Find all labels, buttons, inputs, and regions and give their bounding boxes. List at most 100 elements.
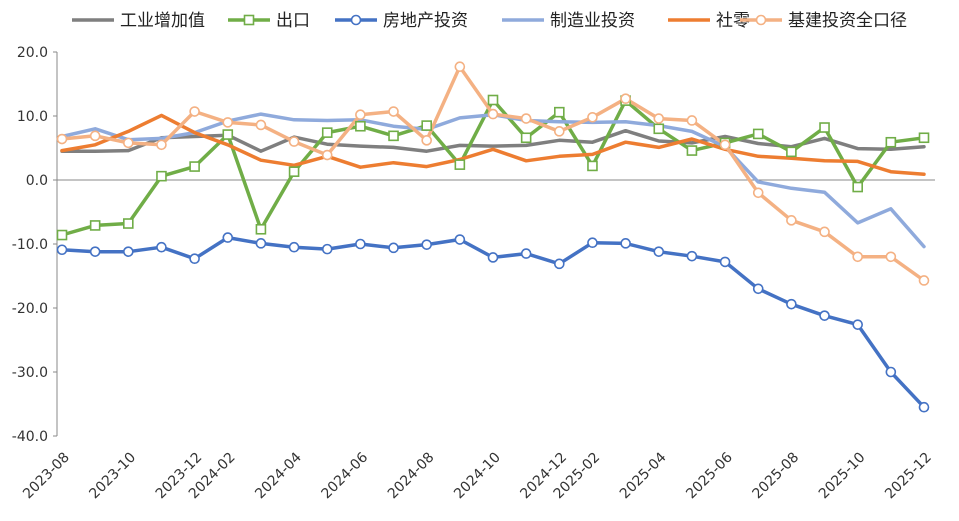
data-point bbox=[288, 136, 300, 147]
data-point bbox=[487, 252, 499, 263]
data-point bbox=[686, 115, 698, 126]
data-point bbox=[388, 242, 399, 254]
series-line-2 bbox=[60, 235, 926, 409]
data-point bbox=[123, 218, 134, 229]
data-point bbox=[355, 238, 366, 250]
data-point bbox=[918, 275, 930, 286]
x-tick-label: 2023-08 bbox=[20, 450, 73, 503]
legend-label: 出口 bbox=[276, 11, 310, 31]
data-point bbox=[189, 253, 200, 265]
y-tick-label: 20.0 bbox=[17, 45, 48, 61]
x-tick-label: 2024-06 bbox=[319, 449, 372, 502]
legend-label: 社零 bbox=[716, 11, 750, 31]
data-point bbox=[487, 94, 499, 106]
data-point bbox=[89, 220, 101, 231]
series-markers bbox=[56, 61, 930, 413]
y-tick-label: -40.0 bbox=[12, 429, 48, 445]
legend-label: 基建投资全口径 bbox=[788, 11, 907, 31]
y-tick-label: 0.0 bbox=[26, 173, 48, 189]
data-point bbox=[620, 93, 631, 105]
data-point bbox=[719, 256, 731, 268]
data-point bbox=[321, 149, 333, 161]
data-point bbox=[255, 223, 267, 235]
legend-marker bbox=[350, 14, 362, 26]
data-point bbox=[752, 187, 764, 199]
legend-label: 工业增加值 bbox=[120, 11, 205, 31]
y-axis: -40.0 -30.0 -20.0 -10.0 0.0 10.0 20.0 bbox=[12, 45, 58, 445]
data-point bbox=[388, 130, 399, 142]
data-point bbox=[786, 146, 797, 158]
data-point bbox=[321, 127, 333, 138]
x-tick-label: 2025-06 bbox=[683, 449, 736, 502]
data-point bbox=[786, 298, 797, 310]
data-point bbox=[89, 246, 101, 257]
x-tick-label: 2025-10 bbox=[816, 450, 869, 503]
y-tick-label: -20.0 bbox=[12, 301, 48, 317]
data-point bbox=[752, 128, 764, 140]
data-point bbox=[520, 248, 532, 259]
data-point bbox=[686, 145, 698, 156]
data-point bbox=[653, 246, 665, 257]
data-point bbox=[819, 226, 830, 238]
data-point bbox=[918, 132, 930, 144]
data-point bbox=[587, 237, 598, 249]
data-point bbox=[885, 366, 897, 378]
data-point bbox=[255, 119, 267, 131]
data-point bbox=[288, 241, 300, 253]
data-point bbox=[554, 106, 565, 118]
data-point bbox=[355, 109, 366, 121]
data-point bbox=[653, 123, 665, 135]
data-point bbox=[56, 133, 68, 145]
data-point bbox=[89, 130, 101, 142]
y-tick-label: -10.0 bbox=[12, 237, 48, 253]
data-point bbox=[355, 120, 366, 132]
x-tick-label: 2024-08 bbox=[385, 450, 438, 503]
data-point bbox=[123, 246, 134, 257]
legend-marker bbox=[755, 14, 767, 26]
data-point bbox=[554, 126, 565, 137]
data-point bbox=[123, 137, 134, 149]
y-tick-label: 10.0 bbox=[17, 109, 48, 125]
legend-label: 制造业投资 bbox=[550, 11, 635, 31]
data-point bbox=[288, 166, 300, 177]
data-point bbox=[554, 258, 565, 270]
x-tick-label: 2024-04 bbox=[252, 449, 305, 502]
y-tick-label: -30.0 bbox=[12, 365, 48, 381]
data-point bbox=[454, 234, 466, 245]
data-point bbox=[56, 244, 68, 256]
data-point bbox=[686, 250, 698, 262]
data-point bbox=[819, 310, 830, 321]
x-tick-label: 2024-10 bbox=[451, 450, 504, 503]
data-point bbox=[255, 238, 267, 249]
data-point bbox=[421, 120, 432, 131]
data-point bbox=[885, 136, 897, 148]
x-tick-label: 2025-04 bbox=[617, 449, 670, 502]
data-point bbox=[885, 251, 897, 263]
data-point bbox=[587, 160, 598, 172]
x-tick-label: 2023-10 bbox=[86, 450, 139, 503]
data-point bbox=[156, 139, 167, 151]
data-point bbox=[56, 229, 68, 241]
data-point bbox=[487, 108, 499, 120]
data-point bbox=[520, 113, 532, 124]
data-point bbox=[719, 139, 731, 151]
data-point bbox=[454, 61, 466, 73]
series-line-4 bbox=[60, 113, 926, 176]
data-point bbox=[388, 106, 399, 117]
data-point bbox=[587, 111, 598, 123]
x-tick-label: 2025-12 bbox=[882, 450, 935, 503]
data-point bbox=[786, 215, 797, 226]
data-point bbox=[918, 401, 930, 413]
data-point bbox=[156, 170, 167, 182]
data-point bbox=[852, 181, 863, 193]
x-tick-label: 2025-08 bbox=[750, 450, 803, 503]
data-point bbox=[421, 135, 432, 146]
data-point bbox=[421, 239, 432, 250]
data-point bbox=[653, 113, 665, 124]
data-point bbox=[321, 243, 333, 255]
data-point bbox=[189, 106, 200, 117]
data-point bbox=[852, 251, 863, 263]
data-point bbox=[222, 117, 234, 128]
